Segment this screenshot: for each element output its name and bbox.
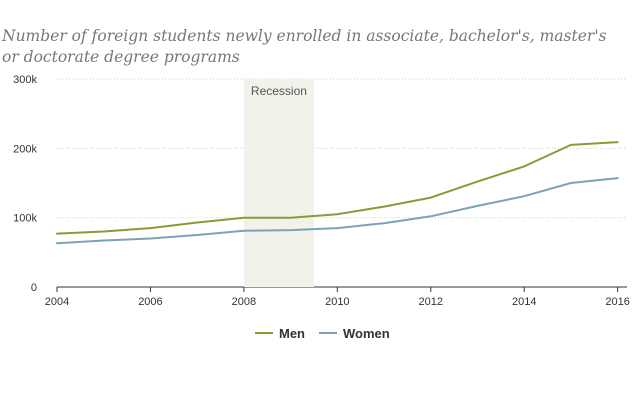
legend-label-men: Men <box>279 325 305 341</box>
recession-label: Recession <box>251 84 307 98</box>
chart-subtitle: Number of foreign students newly enrolle… <box>2 27 607 66</box>
y-axis: 0 100k 200k 300k <box>13 74 37 294</box>
x-tick-label: 2008 <box>232 296 256 308</box>
recession-band: Recession <box>243 79 314 287</box>
y-tick-label: 100k <box>13 213 37 225</box>
legend-swatch-men <box>255 332 273 334</box>
x-tick-label: 2016 <box>605 296 629 308</box>
line-chart: Recession 0 100k 200k 300k 2004 2006 2008 2010… <box>13 74 630 308</box>
x-tick-label: 2006 <box>138 296 162 308</box>
x-tick-label: 2012 <box>419 296 443 308</box>
legend-item-women: Women <box>319 322 390 344</box>
y-tick-label: 0 <box>31 282 37 294</box>
x-tick-label: 2010 <box>325 296 349 308</box>
series-line-women <box>56 177 619 245</box>
y-tick-label: 200k <box>13 143 37 155</box>
recession-shade <box>243 79 314 287</box>
series-lines <box>56 141 619 245</box>
legend-swatch-women <box>319 332 337 334</box>
x-tick-label: 2014 <box>512 296 536 308</box>
series-line-men <box>56 141 619 235</box>
x-tick-label: 2004 <box>45 296 69 308</box>
x-axis: 2004 2006 2008 2010 2012 2014 2016 <box>45 287 630 308</box>
legend: Men Women <box>0 322 640 344</box>
legend-item-men: Men <box>255 322 305 344</box>
legend-label-women: Women <box>343 325 390 341</box>
grid-lines <box>57 78 627 288</box>
y-tick-label: 300k <box>13 74 37 86</box>
